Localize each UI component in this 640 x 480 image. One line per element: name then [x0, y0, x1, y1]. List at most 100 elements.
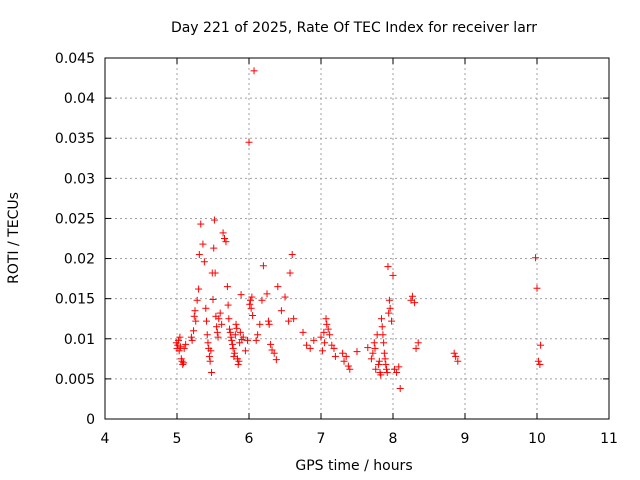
- data-point: [221, 235, 229, 242]
- data-point: [218, 320, 226, 328]
- data-point: [378, 323, 386, 331]
- data-point: [272, 356, 280, 364]
- y-tick-label: 0.015: [55, 292, 95, 308]
- data-point: [344, 362, 352, 370]
- data-point: [248, 293, 256, 301]
- y-tick-label: 0.02: [64, 252, 95, 268]
- data-point: [187, 333, 195, 341]
- data-point: [310, 336, 318, 344]
- data-point: [213, 323, 221, 331]
- data-point: [210, 244, 218, 252]
- data-point: [252, 336, 260, 344]
- data-point: [286, 269, 294, 277]
- data-point: [281, 293, 289, 301]
- data-point: [231, 331, 239, 339]
- data-point: [259, 262, 267, 270]
- data-point: [303, 341, 311, 349]
- data-point: [205, 352, 213, 360]
- data-point: [256, 320, 264, 328]
- data-point: [290, 315, 298, 323]
- data-point: [241, 347, 249, 355]
- data-point: [216, 309, 224, 317]
- data-point: [320, 328, 328, 336]
- data-point: [180, 344, 188, 352]
- data-point: [534, 357, 542, 365]
- data-point: [339, 349, 347, 357]
- data-point: [536, 360, 544, 368]
- data-point: [200, 258, 208, 266]
- data-point: [321, 339, 329, 347]
- data-point: [318, 347, 326, 355]
- data-point: [385, 309, 393, 317]
- y-tick-label: 0.005: [55, 372, 95, 388]
- x-tick-label: 8: [389, 431, 398, 447]
- x-tick-label: 6: [245, 431, 254, 447]
- data-point: [342, 352, 350, 360]
- data-point: [386, 304, 394, 312]
- data-point: [382, 360, 390, 368]
- data-point: [214, 333, 222, 341]
- data-point: [178, 357, 186, 365]
- data-point: [532, 254, 540, 262]
- data-point: [245, 138, 253, 146]
- data-point: [239, 333, 247, 341]
- y-tick-label: 0.045: [55, 51, 95, 67]
- data-point: [195, 251, 203, 259]
- data-point: [274, 283, 282, 291]
- x-tick-label: 5: [173, 431, 182, 447]
- data-point: [377, 315, 385, 323]
- data-point: [331, 352, 339, 360]
- data-point: [381, 355, 389, 363]
- data-point: [213, 328, 221, 336]
- data-point: [270, 349, 278, 357]
- data-point: [346, 365, 354, 373]
- data-point: [228, 340, 236, 348]
- data-point: [395, 363, 403, 371]
- data-point: [372, 365, 380, 373]
- y-tick-label: 0: [86, 412, 95, 428]
- data-point: [197, 220, 205, 228]
- data-point: [369, 349, 377, 357]
- tick-labels: 4 5 6 7 8 9 10 11 0 0.005 0.01 0.015 0.02 0.025 0.03 0.…: [55, 51, 618, 447]
- data-point: [219, 229, 227, 237]
- data-point: [450, 349, 458, 357]
- data-point: [454, 357, 462, 365]
- data-point: [537, 341, 545, 349]
- data-point: [364, 344, 372, 352]
- data-point: [389, 271, 397, 279]
- data-point: [258, 296, 266, 304]
- data-point: [204, 339, 212, 347]
- data-point: [264, 317, 272, 325]
- data-point: [195, 285, 203, 293]
- chart-title: Day 221 of 2025, Rate Of TEC Index for r…: [171, 20, 537, 36]
- data-point: [317, 333, 325, 341]
- data-point: [176, 333, 184, 341]
- data-point: [210, 216, 218, 224]
- data-point: [396, 385, 404, 393]
- x-tick-label: 7: [317, 431, 326, 447]
- data-point: [267, 340, 275, 348]
- data-point: [326, 331, 334, 339]
- data-point: [407, 296, 415, 304]
- data-point: [411, 299, 419, 307]
- data-point: [254, 331, 262, 339]
- data-point: [285, 317, 293, 325]
- data-point: [244, 336, 252, 344]
- data-point: [227, 333, 235, 341]
- data-point: [246, 300, 254, 308]
- data-point: [193, 296, 201, 304]
- data-points: [172, 67, 545, 393]
- data-point: [323, 320, 331, 328]
- data-point: [288, 251, 296, 259]
- data-point: [412, 344, 420, 352]
- data-point: [250, 67, 258, 75]
- data-point: [208, 368, 216, 376]
- data-point: [223, 283, 231, 291]
- data-point: [384, 263, 392, 271]
- data-point: [192, 317, 200, 325]
- data-point: [375, 360, 383, 368]
- data-point: [179, 360, 187, 368]
- data-point: [229, 344, 237, 352]
- data-point: [206, 357, 214, 365]
- y-axis-label: ROTI / TECUs: [6, 192, 22, 284]
